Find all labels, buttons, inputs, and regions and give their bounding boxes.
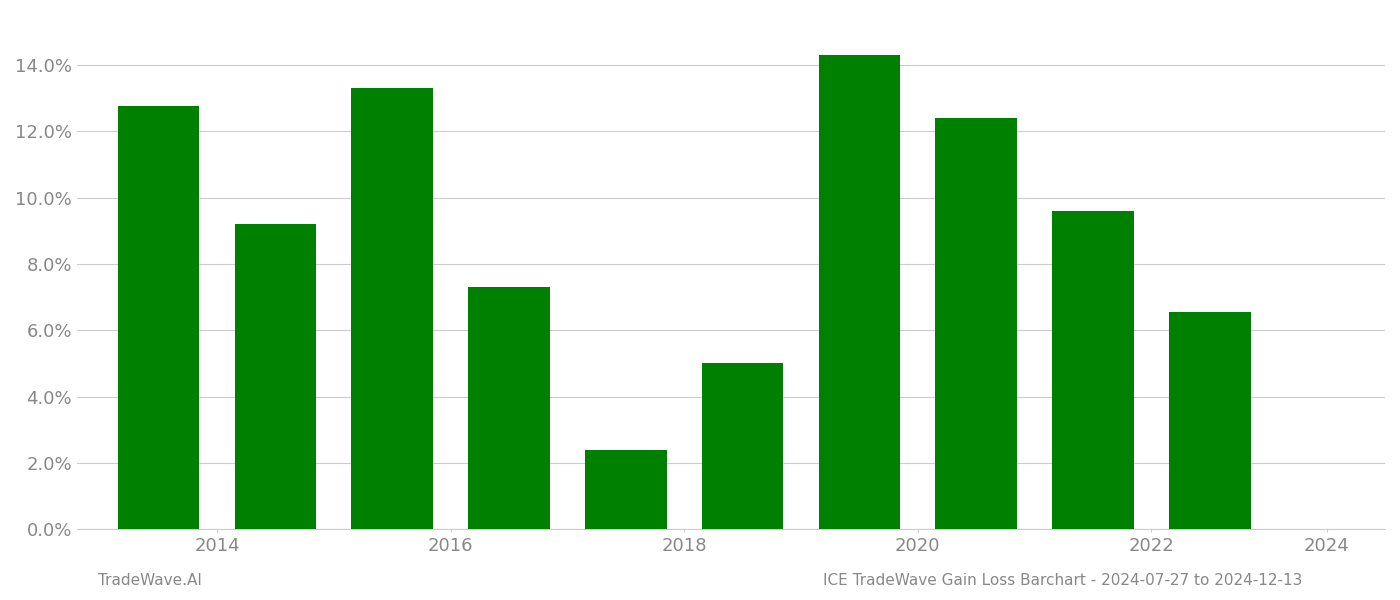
Bar xyxy=(585,450,666,529)
Bar xyxy=(701,364,784,529)
Bar xyxy=(819,55,900,529)
Bar xyxy=(1053,211,1134,529)
Bar xyxy=(118,106,199,529)
Text: ICE TradeWave Gain Loss Barchart - 2024-07-27 to 2024-12-13: ICE TradeWave Gain Loss Barchart - 2024-… xyxy=(823,573,1302,588)
Text: TradeWave.AI: TradeWave.AI xyxy=(98,573,202,588)
Bar xyxy=(351,88,433,529)
Bar xyxy=(1169,312,1250,529)
Bar xyxy=(468,287,550,529)
Bar xyxy=(235,224,316,529)
Bar xyxy=(935,118,1016,529)
